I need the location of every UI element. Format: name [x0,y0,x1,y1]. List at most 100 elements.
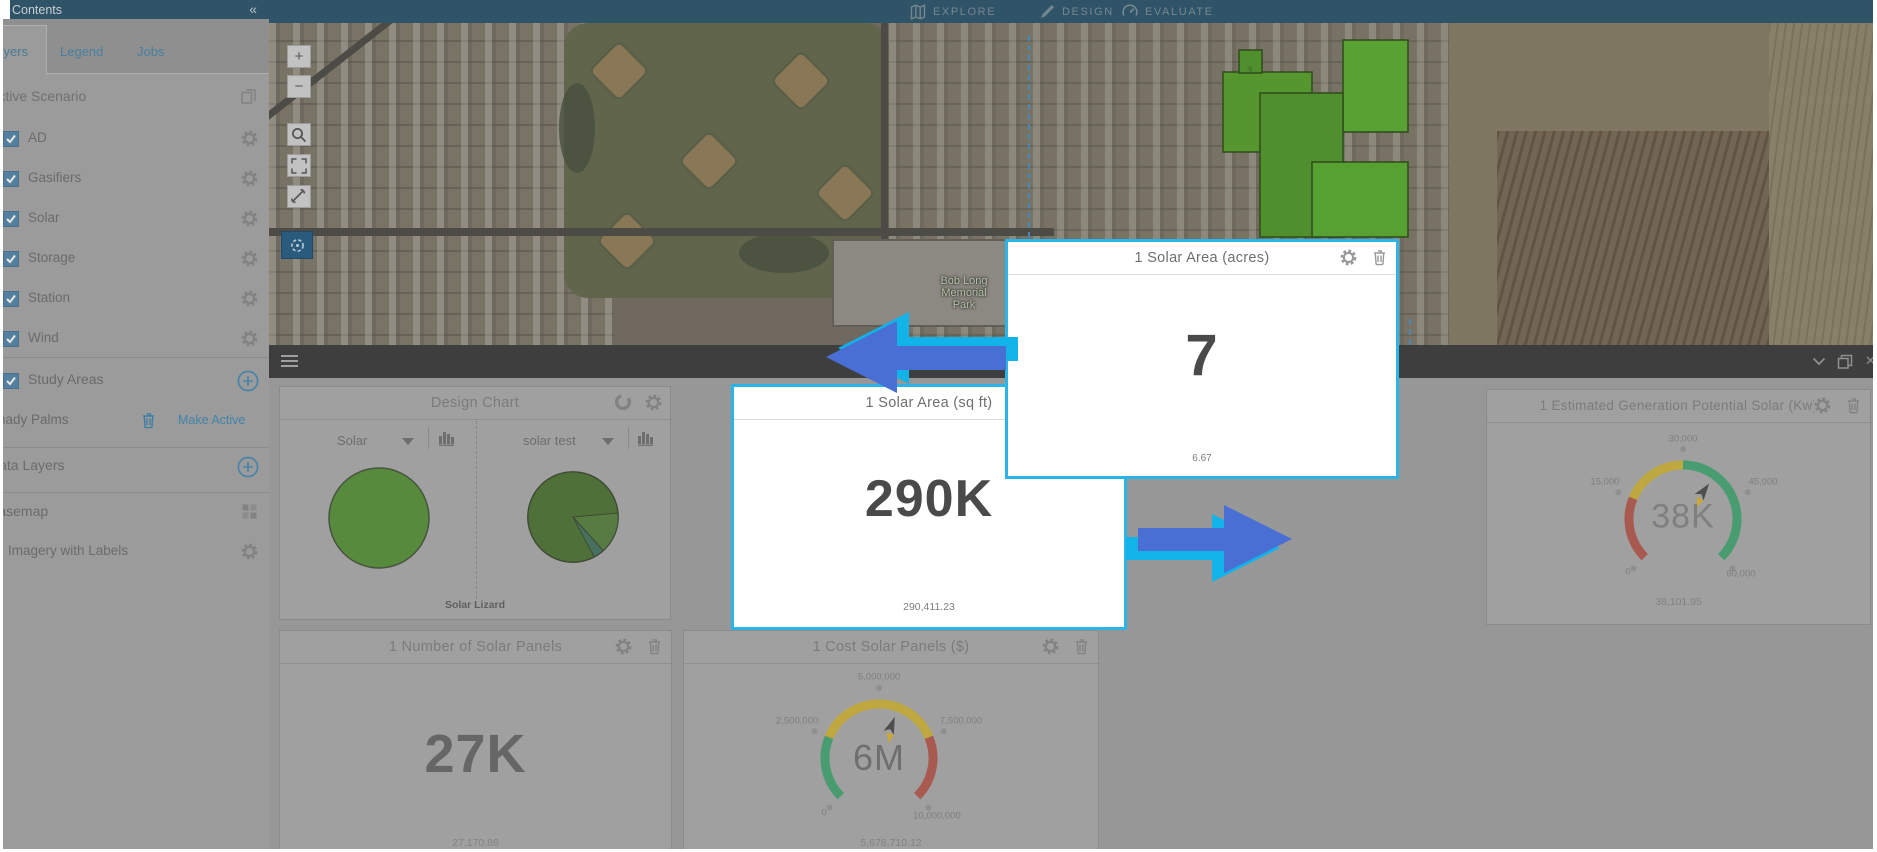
check-icon [6,174,16,183]
gear-icon[interactable] [1814,397,1831,414]
basemap-row[interactable]: Basemap [3,502,269,524]
nav-design-label: DESIGN [1062,5,1114,18]
pie-chart-solar-test[interactable] [524,468,622,566]
tab-legend[interactable]: Legend [60,44,104,59]
basemap-grid-icon[interactable] [241,503,258,520]
layer-row-gasifiers[interactable]: Gasifiers [3,169,269,189]
gauge-value: 6M [852,737,906,778]
solar-design-polygons[interactable] [1209,23,1429,273]
window-edge [0,0,3,852]
search-tool-button[interactable] [287,123,311,146]
gear-icon[interactable] [645,394,662,411]
card-header[interactable]: Design Chart [280,387,670,420]
layer-row-wind[interactable]: Wind [3,329,269,349]
data-layers-row[interactable]: Data Layers [3,456,269,478]
crop-field [1769,23,1873,345]
gear-icon[interactable] [1340,249,1357,266]
dashboard-menu-icon[interactable] [281,355,298,367]
layer-checkbox[interactable] [3,171,19,187]
gauge-tick: 15,000 [1590,476,1620,488]
series-select-left[interactable]: Solar [337,433,368,448]
gear-icon[interactable] [1042,638,1059,655]
bar-chart-icon[interactable] [637,429,655,447]
layer-label: Solar [28,210,60,225]
gear-icon[interactable] [241,330,258,347]
chevron-down-icon[interactable] [1812,354,1826,368]
collapse-panel-icon[interactable]: « [249,1,257,17]
study-area-item-row[interactable]: Shady Palms Make Active [3,411,269,431]
card-header[interactable]: 1 Solar Area (acres) [1008,242,1396,275]
layer-checkbox[interactable] [3,251,19,267]
sidebar-tabs: Layers Legend Jobs [3,19,269,75]
study-areas-row[interactable]: Study Areas [3,370,269,392]
map-icon [910,3,926,19]
layer-checkbox[interactable] [3,331,19,347]
tab-layers[interactable]: Layers [3,44,29,59]
tab-jobs[interactable]: Jobs [137,44,165,59]
trash-icon[interactable] [646,638,663,655]
make-active-link[interactable]: Make Active [178,413,246,427]
add-data-layer-icon[interactable] [237,456,259,478]
series-select-right[interactable]: solar test [523,433,576,448]
trash-icon[interactable] [1845,397,1862,414]
contents-panel: Contents « Layers Legend Jobs Active Sce… [3,0,269,849]
card-header[interactable]: 1 Number of Solar Panels [280,631,671,664]
nav-evaluate[interactable]: EVALUATE [1122,0,1214,23]
gear-icon[interactable] [241,290,258,307]
road [269,228,1054,236]
donut-chart-icon[interactable] [615,394,631,410]
scenario-pages-icon[interactable] [240,88,257,105]
chevron-down-icon[interactable] [602,438,614,445]
gear-icon[interactable] [241,170,258,187]
top-nav-bar [0,0,1877,23]
zoom-out-button[interactable]: − [287,75,311,98]
trash-icon[interactable] [140,412,157,429]
gauge-value: 38K [1651,497,1715,536]
layer-checkbox[interactable] [3,211,19,227]
card-header[interactable]: 1 Estimated Generation Potential Solar (… [1487,390,1870,423]
layer-row-station[interactable]: Station [3,289,269,309]
gauge-tick: 0 [1625,566,1631,578]
restore-window-icon[interactable] [1837,354,1853,370]
gear-icon[interactable] [241,210,258,227]
gear-icon[interactable] [241,543,258,560]
divider [3,447,269,448]
study-area-boundary [1409,319,1411,345]
search-icon [291,127,307,142]
layer-checkbox[interactable] [3,131,19,147]
data-layers-label: Data Layers [3,457,65,473]
nav-design[interactable]: DESIGN [1040,0,1114,23]
layer-row-ad[interactable]: AD [3,129,269,149]
card-header[interactable]: 1 Cost Solar Panels ($) [684,631,1098,664]
pie-chart-solar[interactable] [324,463,434,573]
active-scenario-label: Active Scenario [3,88,87,104]
add-study-area-icon[interactable] [237,370,259,392]
extent-tool-button[interactable] [287,154,311,177]
measure-tool-button[interactable] [287,185,311,208]
gear-icon[interactable] [241,250,258,267]
select-tool-button-active[interactable] [281,231,313,259]
chart-caption: Solar Lizard [444,599,506,611]
nav-explore[interactable]: EXPLORE [910,0,996,23]
trash-icon[interactable] [1371,249,1388,266]
gear-icon[interactable] [615,638,632,655]
gauge-tick: 2,500,000 [775,715,819,727]
card-header[interactable]: 1 Solar Area (sq ft) [734,387,1124,420]
study-areas-checkbox[interactable] [3,373,19,389]
layer-row-solar[interactable]: Solar [3,209,269,229]
basemap-item-row[interactable]: Imagery with Labels [3,542,269,562]
window-edge [0,849,1877,852]
zoom-in-button[interactable]: + [287,45,311,68]
gear-icon[interactable] [241,130,258,147]
close-icon[interactable]: ✕ [1865,353,1876,368]
card-detail: 38,101.95 [1655,596,1702,608]
place-label-line: Park [952,299,976,311]
gauge-tick: 10,000,000 [913,810,961,822]
layer-row-storage[interactable]: Storage [3,249,269,269]
layer-checkbox[interactable] [3,291,19,307]
card-title: 1 Estimated Generation Potential Solar (… [1539,398,1818,413]
trash-icon[interactable] [1073,638,1090,655]
bar-chart-icon[interactable] [438,429,456,447]
lasso-select-icon [290,238,304,252]
chevron-down-icon[interactable] [402,438,414,445]
